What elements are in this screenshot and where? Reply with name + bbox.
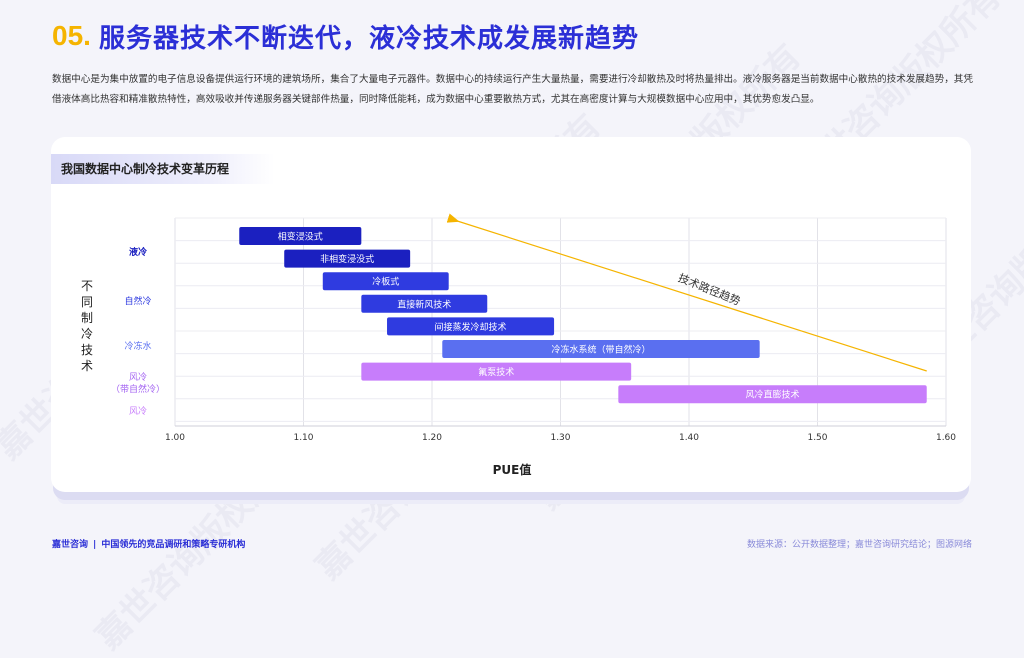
chart-card-title: 我国数据中心制冷技术变革历程: [51, 154, 275, 184]
y-axis-label-char: 制: [81, 311, 93, 325]
y-axis-label-char: 同: [81, 295, 93, 309]
category-label: 液冷: [129, 246, 147, 258]
footer-brand: 嘉世咨询 | 中国领先的竞品调研和策略专研机构: [52, 537, 245, 550]
bar-label: 氟泵技术: [478, 366, 514, 378]
x-tick-label: 1.00: [165, 433, 185, 443]
category-label: 风冷（带自然冷）: [111, 371, 165, 395]
trend-label: 技术路径趋势: [676, 271, 742, 308]
category-label: 自然冷: [124, 295, 151, 307]
trend-arrow: [446, 213, 927, 372]
y-axis-label-char: 技: [81, 343, 93, 357]
x-tick-label: 1.40: [679, 433, 699, 443]
bar-3: [322, 272, 449, 291]
intro-paragraph: 数据中心是为集中放置的电子信息设备提供运行环境的建筑场所，集合了大量电子元器件。…: [52, 74, 973, 105]
bar-label: 冷冻水系统（带自然冷）: [551, 344, 650, 356]
y-axis-label-char: 术: [81, 359, 93, 373]
x-axis-label: PUE值: [493, 462, 532, 477]
bar-1: [239, 227, 362, 245]
y-axis-label-char: 不: [81, 279, 93, 293]
y-axis-label-char: 冷: [81, 327, 93, 341]
bar-5: [387, 317, 555, 336]
x-tick-label: 1.30: [550, 433, 570, 443]
category-label: 风冷: [129, 405, 147, 417]
x-tick-label: 1.50: [807, 433, 827, 443]
footer-separator: |: [93, 540, 97, 550]
bar-8: [618, 385, 927, 404]
x-tick-label: 1.60: [936, 433, 956, 443]
data-source: 数据来源：公开数据整理；嘉世咨询研究结论；图源网络: [746, 540, 972, 550]
x-tick-label: 1.10: [293, 433, 313, 443]
x-tick-label: 1.20: [422, 433, 442, 443]
page-title: 服务器技术不断迭代，液冷技术成发展新趋势: [98, 23, 639, 54]
bar-2: [284, 249, 411, 268]
bar-7: [361, 362, 632, 381]
bar-label: 相变浸没式: [278, 231, 323, 243]
brand-tagline: 中国领先的竞品调研和策略专研机构: [101, 540, 246, 550]
category-label: 冷冻水: [124, 340, 151, 352]
page-header: 05. 服务器技术不断迭代，液冷技术成发展新趋势: [52, 16, 639, 56]
bar-label: 非相变浸没式: [320, 253, 374, 265]
bar-label: 风冷直膨技术: [746, 389, 800, 401]
section-number: 05.: [52, 20, 91, 51]
bar-label: 间接蒸发冷却技术: [435, 321, 507, 333]
x-axis-tick-labels: 1.00 1.10 1.20 1.30 1.40 1.50 1.60: [165, 433, 956, 443]
bar-label: 直接新风技术: [397, 298, 451, 310]
bar-label: 冷板式: [372, 276, 399, 288]
brand-name: 嘉世咨询: [52, 540, 89, 550]
bar-6: [442, 340, 760, 358]
bar-4: [361, 294, 488, 313]
